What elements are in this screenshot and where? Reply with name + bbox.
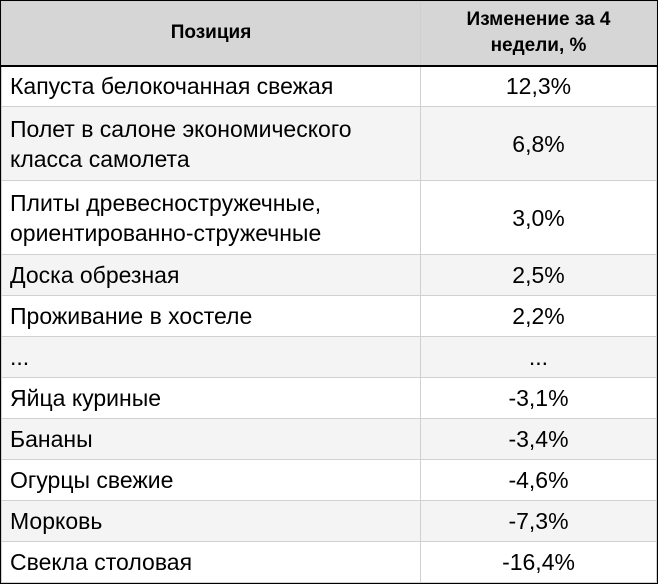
- row-name: Морковь: [1, 500, 421, 542]
- table-row: Огурцы свежие -4,6%: [1, 459, 657, 501]
- row-change: ...: [420, 336, 657, 378]
- table-row: Проживание в хостеле 2,2%: [1, 295, 657, 337]
- row-change: 6,8%: [420, 106, 657, 181]
- row-name: Бананы: [1, 418, 421, 460]
- row-change: 2,5%: [420, 254, 657, 296]
- row-name: Полет в салоне экономического класса сам…: [1, 106, 421, 181]
- row-change: -3,4%: [420, 418, 657, 460]
- table-row: Свекла столовая -16,4%: [1, 541, 657, 583]
- table-row: Полет в салоне экономического класса сам…: [1, 106, 657, 181]
- table-row: Доска обрезная 2,5%: [1, 254, 657, 296]
- row-name: Капуста белокочанная свежая: [1, 65, 421, 107]
- row-change: 12,3%: [420, 65, 657, 107]
- column-header-position: Позиция: [1, 1, 421, 67]
- row-name: Доска обрезная: [1, 254, 421, 296]
- row-change: 3,0%: [420, 180, 657, 255]
- column-header-change: Изменение за 4 недели, %: [420, 1, 657, 67]
- table-row: ... ...: [1, 336, 657, 378]
- row-change: -7,3%: [420, 500, 657, 542]
- table-row: Морковь -7,3%: [1, 500, 657, 542]
- row-name: Плиты древесностружечные, ориентированно…: [1, 180, 421, 255]
- row-name: Огурцы свежие: [1, 459, 421, 501]
- row-change: -4,6%: [420, 459, 657, 501]
- table-row: Капуста белокочанная свежая 12,3%: [1, 65, 657, 107]
- row-name: Проживание в хостеле: [1, 295, 421, 337]
- row-change: -16,4%: [420, 541, 657, 583]
- table-row: Плиты древесностружечные, ориентированно…: [1, 180, 657, 255]
- row-change: -3,1%: [420, 377, 657, 419]
- row-name: Свекла столовая: [1, 541, 421, 583]
- table-row: Яйца куриные -3,1%: [1, 377, 657, 419]
- table-header-row: Позиция Изменение за 4 недели, %: [1, 1, 657, 67]
- row-change: 2,2%: [420, 295, 657, 337]
- row-name: ...: [1, 336, 421, 378]
- row-name: Яйца куриные: [1, 377, 421, 419]
- table-row: Бананы -3,4%: [1, 418, 657, 460]
